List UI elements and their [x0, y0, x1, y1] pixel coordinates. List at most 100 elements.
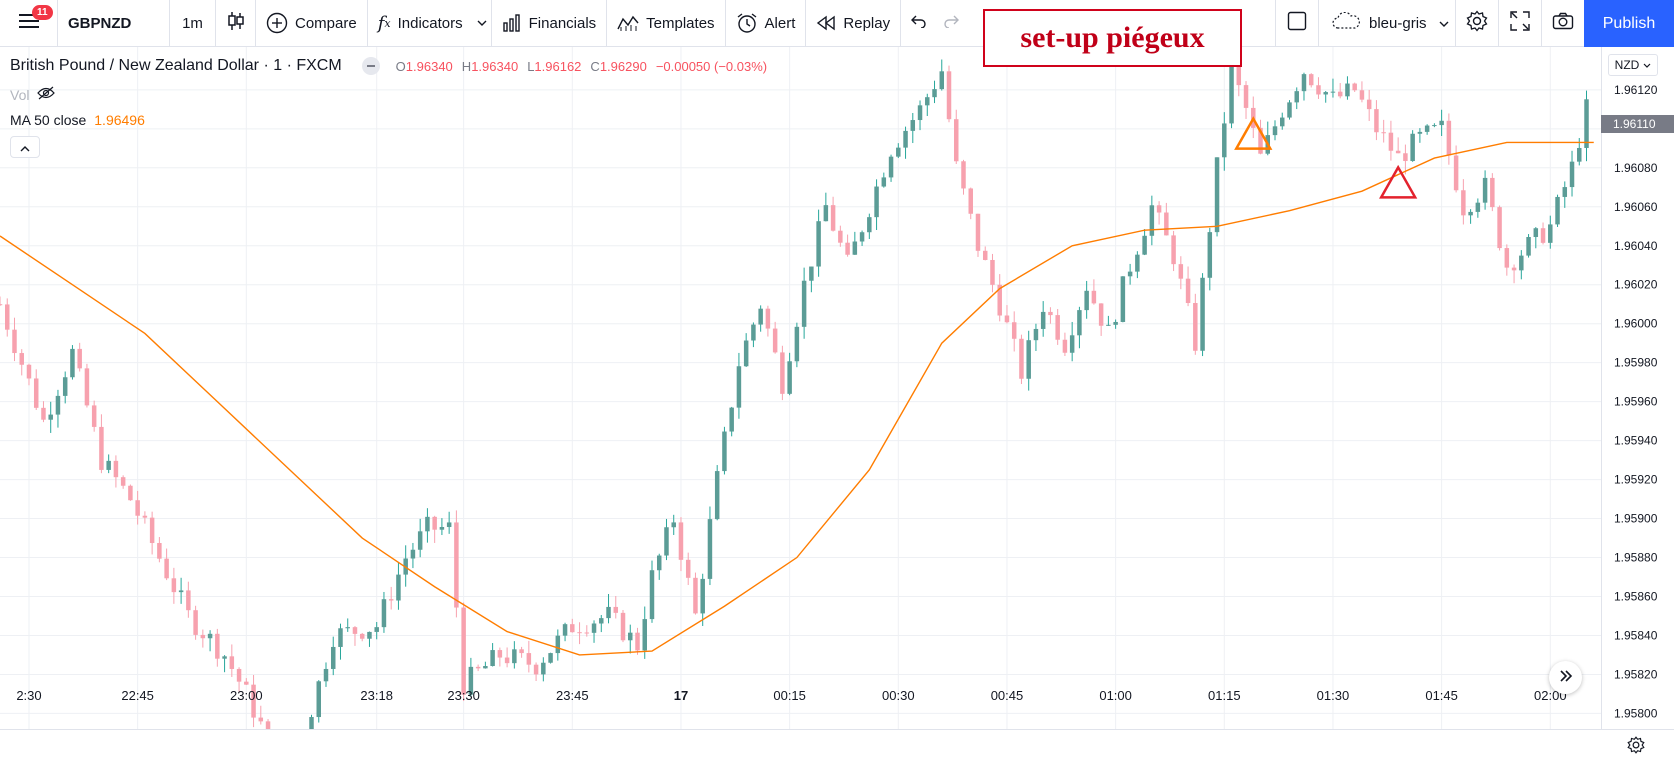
redo-icon — [943, 14, 961, 32]
publish-button[interactable]: Publish — [1584, 0, 1674, 47]
candle-body — [1497, 207, 1502, 249]
candle-body — [461, 607, 466, 695]
candle-body — [26, 364, 32, 379]
volume-label[interactable]: Vol — [10, 86, 30, 103]
candle-body — [439, 527, 445, 530]
select-layout-button[interactable] — [1275, 0, 1318, 47]
price-chart[interactable]: 1.961201.961001.960801.960601.960401.960… — [0, 47, 1674, 729]
candle-body — [881, 177, 887, 187]
candle-body — [584, 632, 590, 634]
candle-body — [1207, 232, 1213, 278]
setup-annotation-box[interactable]: set-up piégeux — [983, 9, 1242, 67]
candle-body — [541, 662, 546, 675]
legend-collapse-button[interactable] — [10, 136, 40, 158]
candle-body — [700, 578, 705, 614]
fullscreen-button[interactable] — [1498, 0, 1541, 47]
candle-body — [794, 326, 800, 362]
candle-body — [1511, 267, 1517, 271]
candle-body — [1113, 321, 1118, 325]
candle-body — [396, 574, 401, 601]
currency-select[interactable]: NZD — [1608, 54, 1658, 76]
chevron-down-icon[interactable] — [477, 20, 487, 26]
candle-body — [55, 395, 61, 415]
candle-body — [787, 361, 792, 394]
candle-body — [751, 324, 756, 341]
compare-button[interactable]: Compare — [256, 0, 368, 47]
candle-body — [1395, 150, 1401, 154]
candle-body — [1330, 91, 1336, 93]
price-tick-label: 1.95860 — [1614, 589, 1658, 603]
scale-settings-button[interactable] — [1625, 735, 1647, 759]
candle-body — [954, 119, 959, 162]
candle-body — [1374, 109, 1379, 133]
candle-body — [62, 377, 68, 396]
candle-body — [1142, 235, 1147, 255]
candle-body — [200, 634, 206, 639]
candle-body — [1337, 91, 1343, 97]
candle-body — [352, 627, 358, 634]
candle-body — [490, 650, 495, 666]
eye-hidden-icon[interactable] — [37, 86, 56, 103]
candle-body — [903, 130, 908, 148]
templates-button[interactable]: Templates — [607, 0, 726, 47]
markers-layer — [1234, 116, 1418, 199]
price-tick-label: 1.95880 — [1614, 551, 1658, 565]
price-tick-label: 1.96060 — [1614, 200, 1658, 214]
candle-body — [1287, 102, 1292, 118]
time-tick-label: 00:15 — [773, 688, 806, 703]
candle-body — [1417, 131, 1423, 134]
candle-body — [1106, 324, 1111, 326]
candle-body — [338, 628, 343, 647]
redo-button[interactable] — [935, 0, 969, 47]
candle-body — [635, 632, 640, 651]
symbol-search-button[interactable]: GBPNZD — [58, 0, 170, 47]
candle-body — [1468, 211, 1473, 216]
candle-body — [1019, 338, 1024, 379]
candle-body — [4, 304, 10, 330]
financials-button[interactable]: Financials — [492, 0, 608, 47]
main-menu-button[interactable]: 11 — [0, 0, 58, 47]
settings-button[interactable] — [1455, 0, 1498, 47]
candle-body — [743, 340, 749, 367]
candle-body — [1055, 315, 1060, 340]
candle-body — [1185, 278, 1191, 304]
chart-type-button[interactable] — [216, 0, 256, 47]
gear-icon — [1627, 735, 1645, 759]
candles-layer — [0, 56, 1589, 729]
candle-body — [229, 656, 235, 669]
undo-button[interactable] — [901, 0, 935, 47]
replay-button[interactable]: Replay — [806, 0, 902, 47]
chevron-up-icon — [20, 139, 30, 156]
chart-legend: British Pound / New Zealand Dollar · 1 ·… — [10, 55, 767, 158]
candle-body — [1381, 132, 1386, 134]
candle-body — [128, 485, 133, 501]
candle-body — [1345, 83, 1350, 97]
chevron-down-icon — [1643, 63, 1651, 68]
interval-button[interactable]: 1m — [170, 0, 216, 47]
candle-body — [1127, 271, 1133, 277]
candle-body — [149, 517, 155, 544]
bar-chart-icon — [502, 14, 522, 32]
candle-body — [1258, 127, 1263, 154]
candle-body — [656, 555, 662, 571]
snapshot-button[interactable] — [1541, 0, 1584, 47]
candle-body — [990, 259, 995, 285]
series-title[interactable]: British Pound / New Zealand Dollar · 1 ·… — [10, 57, 342, 74]
price-tick-label: 1.95960 — [1614, 395, 1658, 409]
candle-body — [642, 619, 647, 651]
toolbar-right-group: bleu-gris — [1275, 0, 1584, 47]
scroll-to-realtime-button[interactable] — [1549, 661, 1582, 694]
alert-button[interactable]: Alert — [726, 0, 807, 47]
replay-label: Replay — [843, 14, 891, 32]
legend-more-button[interactable] — [361, 57, 380, 75]
ma-label[interactable]: MA 50 close — [10, 112, 87, 128]
layout-name-button[interactable]: bleu-gris — [1318, 0, 1455, 47]
candle-body — [316, 681, 321, 718]
open-label: O — [395, 58, 406, 74]
candle-body — [838, 230, 843, 243]
candle-body — [685, 559, 691, 578]
change-value: −0.00050 (−0.03%) — [655, 58, 768, 74]
candle-body — [1424, 125, 1430, 132]
candle-body — [157, 543, 162, 559]
